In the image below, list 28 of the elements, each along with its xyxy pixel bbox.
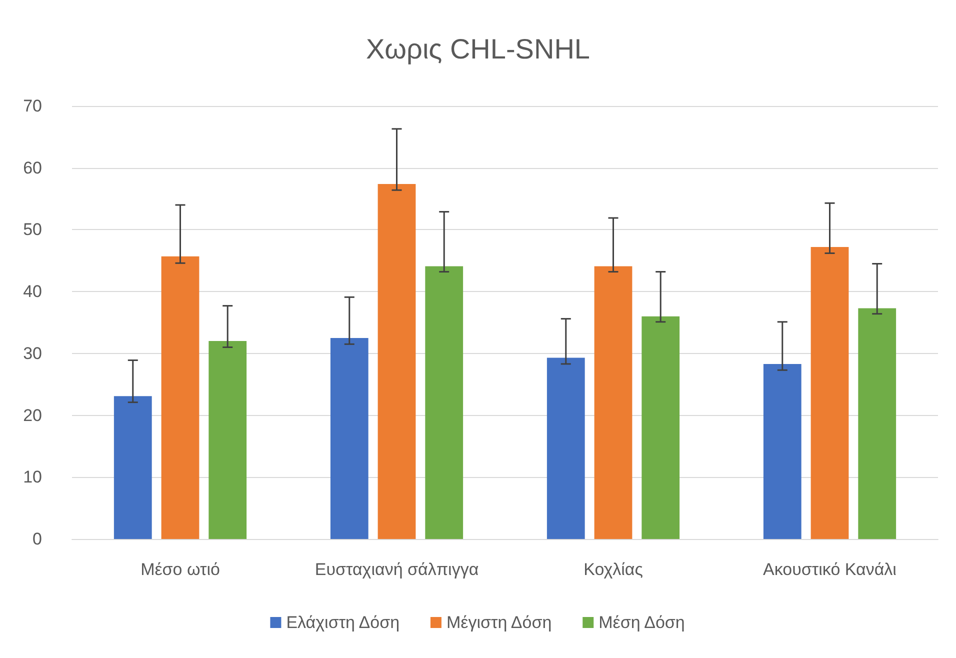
legend-label: Μέση Δόση: [598, 613, 685, 632]
legend-label: Ελάχιστη Δόση: [286, 613, 400, 632]
bar: [208, 341, 247, 539]
bar: [858, 308, 896, 539]
x-tick-label: Κοχλίας: [584, 560, 643, 579]
y-tick-label: 70: [23, 96, 42, 116]
y-tick-label: 30: [23, 344, 42, 363]
bar: [161, 256, 200, 539]
bar: [330, 338, 368, 539]
y-tick-label: 60: [23, 158, 42, 178]
bar: [425, 266, 464, 539]
y-tick-label: 10: [23, 468, 42, 487]
bar: [378, 184, 416, 539]
bar: [810, 247, 849, 539]
y-tick-label: 0: [32, 530, 42, 548]
bar: [763, 364, 802, 539]
x-tick-label: Ευσταχιανή σάλπιγγα: [314, 560, 479, 579]
chart-title: Χωρις CHL-SNHL: [366, 34, 590, 64]
x-tick-label: Ακουστικό Κανάλι: [763, 560, 897, 579]
y-tick-label: 50: [23, 220, 42, 240]
y-tick-label: 40: [23, 282, 42, 302]
legend-label: Μέγιστη Δόση: [446, 613, 552, 632]
bar: [114, 396, 152, 539]
y-tick-label: 20: [23, 406, 42, 425]
bar: [546, 358, 585, 539]
x-tick-label: Μέσο ωτιό: [140, 560, 220, 579]
bar: [594, 266, 632, 539]
bar: [642, 316, 680, 539]
